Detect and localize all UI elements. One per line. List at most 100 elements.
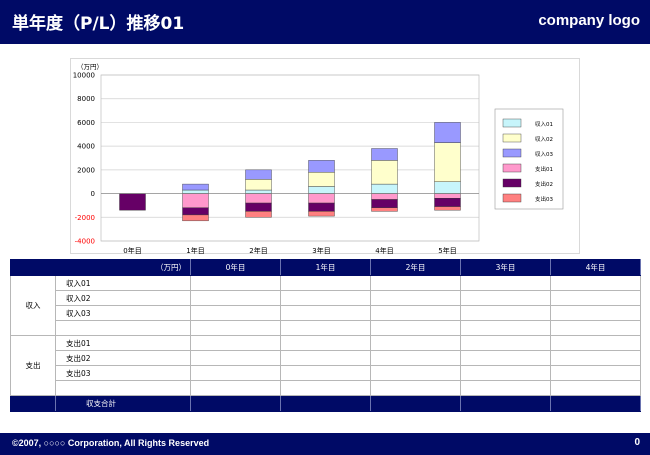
- chart-unit-label: （万円）: [77, 63, 103, 71]
- legend-swatch: [502, 148, 522, 158]
- expense-row-label: 支出01: [55, 335, 191, 351]
- table-cell[interactable]: [460, 380, 551, 396]
- x-tick-label: 1年目: [186, 246, 204, 255]
- copyright-text: ©2007, ○○○○ Corporation, All Rights Rese…: [12, 438, 210, 448]
- table-cell[interactable]: [190, 305, 281, 321]
- pl-table-wrapper: （万円） 0年目 1年目 2年目 3年目 4年目 収入 収入01 収入02 収入…: [10, 259, 641, 412]
- table-cell[interactable]: [460, 305, 551, 321]
- bar-segment: [434, 181, 461, 194]
- table-cell[interactable]: [550, 365, 641, 381]
- bar-segment: [245, 202, 272, 212]
- legend-swatch: [502, 133, 522, 143]
- bar-segment: [308, 211, 335, 217]
- bar-segment: [308, 202, 335, 212]
- y-tick-label: 10000: [73, 72, 95, 80]
- legend-swatch: [502, 118, 522, 128]
- table-row: 支出 支出01: [10, 335, 641, 396]
- table-cell[interactable]: [460, 290, 551, 306]
- table-cell[interactable]: [280, 380, 371, 396]
- table-cell[interactable]: [190, 275, 281, 291]
- expense-row-label: 支出03: [55, 365, 191, 381]
- bar-segment: [245, 193, 272, 204]
- table-row: 収入03: [11, 305, 641, 321]
- table-cell[interactable]: [280, 320, 371, 336]
- table-cell[interactable]: [190, 290, 281, 306]
- table-cell[interactable]: [55, 320, 191, 336]
- y-tick-label: -2000: [75, 214, 95, 222]
- slide-footer: ©2007, ○○○○ Corporation, All Rights Rese…: [0, 433, 650, 455]
- table-cell[interactable]: [370, 305, 461, 321]
- table-cell[interactable]: [190, 395, 281, 412]
- table-cell[interactable]: [460, 350, 551, 366]
- table-cell[interactable]: [370, 365, 461, 381]
- y-tick-label: -4000: [75, 238, 95, 246]
- expense-group-label: 支出: [10, 335, 56, 396]
- income-row-label: 収入02: [55, 290, 191, 306]
- table-cell[interactable]: [550, 380, 641, 396]
- table-cell[interactable]: [190, 350, 281, 366]
- legend-swatch: [502, 178, 522, 188]
- y-tick-label: 2000: [77, 166, 95, 174]
- table-cell[interactable]: [190, 365, 281, 381]
- table-cell[interactable]: [460, 320, 551, 336]
- table-cell[interactable]: [370, 335, 461, 351]
- table-row: 支出02: [11, 350, 641, 366]
- table-cell[interactable]: [280, 275, 371, 291]
- bar-segment: [245, 179, 272, 191]
- bar-segment: [434, 142, 461, 182]
- bar-segment: [308, 160, 335, 173]
- legend-label: 支出03: [535, 195, 553, 203]
- bar-segment: [182, 207, 209, 216]
- expense-row-label: 支出02: [55, 350, 191, 366]
- table-cell[interactable]: [280, 335, 371, 351]
- legend-label: 収入01: [535, 121, 553, 128]
- table-col-header: 0年目: [190, 259, 281, 276]
- bar-segment: [182, 193, 209, 208]
- bar-segment: [371, 148, 398, 161]
- bar-segment: [182, 183, 209, 191]
- income-row-label: 収入01: [55, 275, 191, 291]
- table-cell[interactable]: [55, 380, 191, 396]
- y-tick-label: 6000: [77, 119, 95, 127]
- table-row: 収入 収入01: [10, 275, 641, 336]
- table-cell[interactable]: [280, 290, 371, 306]
- table-cell[interactable]: [370, 380, 461, 396]
- table-cell[interactable]: [280, 350, 371, 366]
- table-cell[interactable]: [370, 275, 461, 291]
- bar-segment: [371, 199, 398, 209]
- table-cell[interactable]: [550, 395, 641, 412]
- stacked-bar-chart: （万円） -4000 -2000 0 2000 4000 6000 8000 10000 0年目 1…: [73, 63, 564, 255]
- y-tick-label: 0: [91, 190, 95, 198]
- table-cell[interactable]: [280, 305, 371, 321]
- legend-swatch: [502, 163, 522, 173]
- table-cell[interactable]: [460, 335, 551, 351]
- table-cell[interactable]: [550, 350, 641, 366]
- table-cell[interactable]: [370, 320, 461, 336]
- bar-segment: [308, 172, 335, 187]
- slide-header: 単年度（P/L）推移01 company logo: [0, 0, 650, 44]
- bar-segment: [371, 160, 398, 185]
- table-cell[interactable]: [460, 275, 551, 291]
- table-cell[interactable]: [550, 320, 641, 336]
- bar-segment: [371, 183, 398, 194]
- plot-area-border: [100, 74, 480, 242]
- legend-label: 支出02: [535, 180, 553, 188]
- x-tick-label: 2年目: [249, 246, 267, 255]
- table-cell[interactable]: [370, 395, 461, 412]
- table-cell[interactable]: [460, 395, 551, 412]
- table-cell[interactable]: [190, 380, 281, 396]
- table-cell[interactable]: [370, 350, 461, 366]
- table-cell[interactable]: [280, 365, 371, 381]
- table-cell[interactable]: [550, 290, 641, 306]
- x-tick-label: 4年目: [375, 246, 393, 255]
- table-row: [11, 380, 641, 396]
- table-cell[interactable]: [370, 290, 461, 306]
- table-cell[interactable]: [550, 305, 641, 321]
- table-col-header: 2年目: [370, 259, 461, 276]
- table-cell[interactable]: [280, 395, 371, 412]
- table-cell[interactable]: [460, 365, 551, 381]
- table-cell[interactable]: [190, 335, 281, 351]
- table-cell[interactable]: [190, 320, 281, 336]
- table-cell[interactable]: [550, 335, 641, 351]
- table-cell[interactable]: [550, 275, 641, 291]
